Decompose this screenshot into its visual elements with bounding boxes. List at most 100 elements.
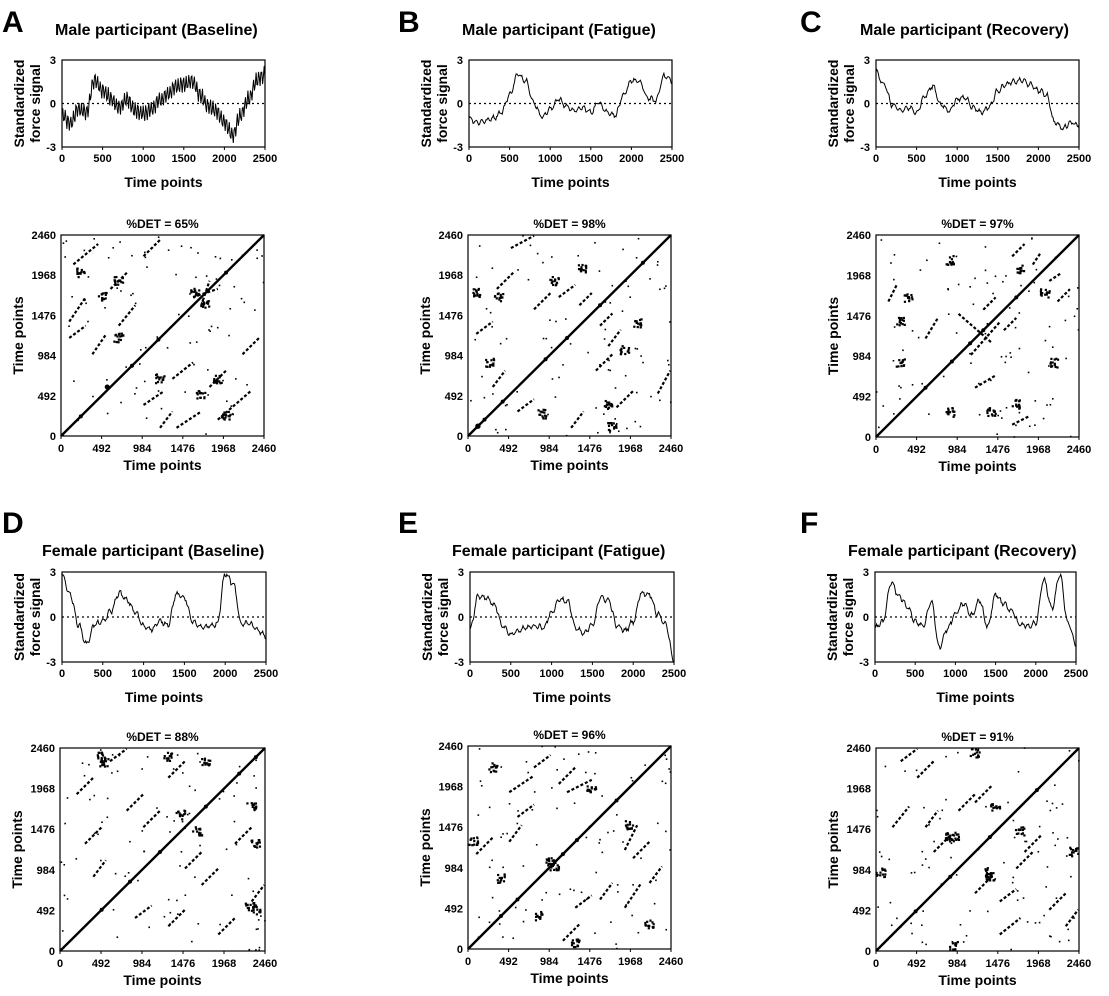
recurrence-point bbox=[610, 424, 614, 427]
recurrence-point bbox=[955, 255, 958, 258]
recurrence-point bbox=[977, 754, 980, 757]
recurrence-blob bbox=[543, 357, 548, 362]
y-axis-label-line1: Standardized bbox=[824, 573, 840, 661]
recurrence-segment bbox=[241, 337, 260, 356]
panel-letter: C bbox=[800, 6, 822, 39]
recurrence-point bbox=[552, 863, 556, 866]
recurrence-point bbox=[500, 766, 503, 768]
recurrence-point bbox=[614, 387, 617, 389]
recurrence-point bbox=[595, 871, 598, 874]
y-tick-label: 984 bbox=[445, 863, 464, 875]
recurrence-point bbox=[626, 427, 628, 430]
y-axis-label-line2: force signal bbox=[434, 64, 450, 143]
recurrence-point bbox=[976, 749, 980, 752]
recurrence-point bbox=[127, 872, 130, 874]
recurrence-point bbox=[892, 413, 895, 415]
recurrence-point bbox=[635, 391, 638, 394]
recurrence-point bbox=[145, 417, 148, 419]
recurrence-point bbox=[1048, 365, 1050, 367]
recurrence-point bbox=[492, 357, 495, 360]
recurrence-blob bbox=[224, 270, 229, 275]
recurrence-point bbox=[121, 281, 125, 284]
recurrence-point bbox=[210, 325, 213, 328]
recurrence-point bbox=[619, 348, 622, 352]
det-label: %DET = 65% bbox=[126, 217, 199, 231]
recurrence-point bbox=[252, 803, 255, 807]
recurrence-segment bbox=[508, 824, 523, 843]
recurrence-point bbox=[172, 768, 175, 770]
recurrence-point bbox=[222, 379, 224, 382]
x-tick-label: 500 bbox=[93, 153, 111, 165]
recurrence-point bbox=[1021, 832, 1025, 835]
recurrence-point bbox=[261, 255, 263, 257]
recurrence-point bbox=[255, 928, 258, 931]
recurrence-point bbox=[84, 299, 86, 301]
x-tick-label: 1476 bbox=[171, 443, 195, 455]
recurrence-point bbox=[925, 943, 927, 946]
x-tick-label: 0 bbox=[872, 668, 878, 680]
recurrence-point bbox=[486, 365, 489, 368]
recurrence-point bbox=[257, 928, 259, 930]
recurrence-point bbox=[898, 324, 901, 327]
recurrence-point bbox=[231, 894, 233, 897]
recurrence-point bbox=[222, 413, 225, 416]
recurrence-point bbox=[505, 337, 508, 340]
recurrence-point bbox=[93, 832, 96, 835]
recurrence-point bbox=[230, 405, 233, 407]
recurrence-point bbox=[252, 906, 255, 909]
recurrence-point bbox=[97, 757, 100, 760]
recurrence-point bbox=[881, 873, 884, 876]
recurrence-point bbox=[1023, 834, 1026, 837]
recurrence-point bbox=[985, 873, 989, 876]
y-tick-label: 1476 bbox=[847, 824, 871, 836]
recurrence-point bbox=[125, 366, 127, 368]
recurrence-point bbox=[997, 414, 1000, 417]
recurrence-point bbox=[258, 946, 261, 949]
recurrence-point bbox=[947, 313, 950, 315]
recurrence-point bbox=[628, 351, 631, 354]
recurrence-point bbox=[104, 291, 107, 295]
recurrence-point bbox=[468, 843, 470, 846]
recurrence-point bbox=[586, 785, 589, 788]
recurrence-point bbox=[79, 272, 82, 275]
recurrence-point bbox=[607, 424, 611, 427]
recurrence-point bbox=[215, 278, 218, 280]
recurrence-point bbox=[1034, 424, 1036, 426]
recurrence-point bbox=[962, 941, 965, 943]
recurrence-point bbox=[1049, 403, 1052, 406]
recurrence-point bbox=[539, 917, 542, 920]
recurrence-point bbox=[155, 382, 158, 385]
recurrence-point bbox=[207, 369, 209, 371]
recurrence-point bbox=[947, 409, 950, 412]
recurrence-point bbox=[168, 759, 172, 762]
recurrence-point bbox=[99, 765, 102, 768]
recurrence-point bbox=[604, 328, 607, 331]
y-tick-label: 0 bbox=[50, 99, 56, 111]
recurrence-point bbox=[957, 835, 960, 839]
x-axis-label: Time points bbox=[124, 174, 203, 190]
recurrence-point bbox=[229, 413, 232, 417]
force-signal-line bbox=[61, 65, 266, 144]
y-tick-label: 0 bbox=[863, 612, 869, 624]
recurrence-point bbox=[547, 862, 550, 865]
x-axis-label: Time points bbox=[533, 689, 612, 705]
recurrence-point bbox=[495, 297, 498, 300]
recurrence-point bbox=[81, 762, 84, 764]
recurrence-point bbox=[969, 352, 971, 355]
recurrence-point bbox=[651, 921, 654, 924]
x-tick-label: 2460 bbox=[253, 958, 277, 970]
recurrence-point bbox=[536, 915, 539, 918]
recurrence-point bbox=[102, 761, 105, 764]
recurrence-point bbox=[955, 833, 958, 836]
recurrence-point bbox=[253, 903, 256, 907]
recurrence-point bbox=[64, 822, 66, 825]
recurrence-point bbox=[947, 407, 950, 410]
recurrence-point bbox=[883, 868, 886, 871]
recurrence-segment bbox=[1011, 415, 1030, 426]
recurrence-point bbox=[83, 271, 86, 274]
recurrence-point bbox=[640, 318, 643, 321]
y-tick-label: 1968 bbox=[439, 270, 463, 282]
recurrence-point bbox=[617, 430, 620, 433]
recurrence-point bbox=[170, 752, 174, 755]
recurrence-point bbox=[195, 391, 199, 395]
